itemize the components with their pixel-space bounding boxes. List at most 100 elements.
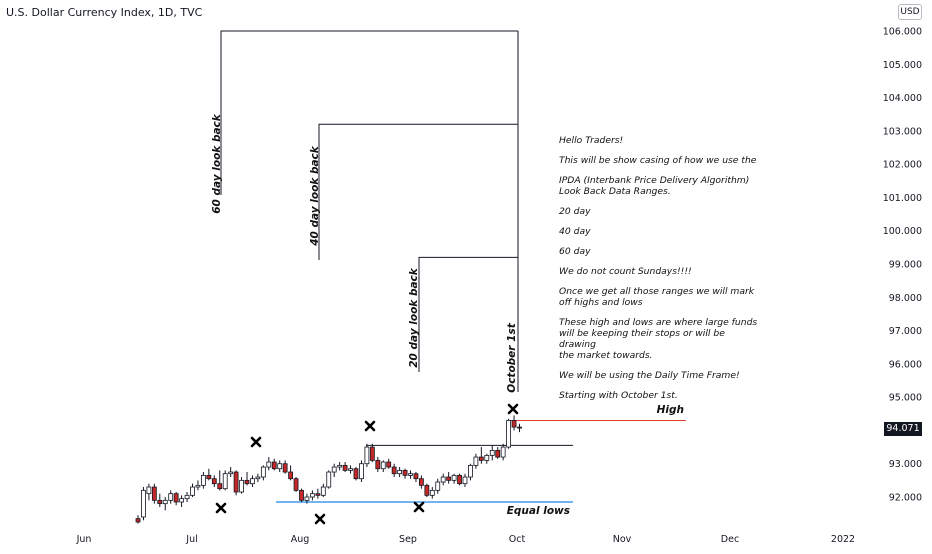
lookback-20-bracket xyxy=(418,256,518,372)
candle xyxy=(222,470,228,491)
time-tick-label: Aug xyxy=(291,534,310,545)
candle xyxy=(162,497,168,511)
time-tick-label: Jul xyxy=(185,534,197,545)
candle xyxy=(511,415,517,431)
current-price-tag: 94.071 xyxy=(884,422,922,436)
lookback-40-bracket xyxy=(318,123,518,260)
candle xyxy=(500,443,506,461)
candle xyxy=(200,472,206,489)
note-line: This will be show casing of how we use t… xyxy=(559,155,757,166)
note-line: IPDA (Interbank Price Delivery Algorithm… xyxy=(559,175,750,197)
candle xyxy=(337,462,343,471)
candle xyxy=(179,495,185,507)
candle xyxy=(391,463,397,478)
time-tick-label: Oct xyxy=(509,534,526,545)
price-tick-label: 101.000 xyxy=(883,193,922,204)
lookback-40-label: 40 day look back xyxy=(309,145,321,247)
price-tick-label: 96.000 xyxy=(889,359,922,370)
candle xyxy=(293,477,299,493)
note-line: These high and lows are where large fund… xyxy=(559,317,758,361)
candle xyxy=(195,480,201,491)
candle xyxy=(282,460,288,474)
explanation-note: Hello Traders! This will be show casing … xyxy=(559,135,759,410)
candles xyxy=(135,415,522,524)
price-tick-label: 93.000 xyxy=(889,459,922,470)
note-line: 20 day xyxy=(559,206,591,217)
price-tick-label: 105.000 xyxy=(883,60,922,71)
swing-markers xyxy=(215,403,519,525)
candle xyxy=(315,488,321,499)
candle xyxy=(146,483,152,501)
lookback-20-label: 20 day look back xyxy=(408,267,420,368)
price-tick-label: 98.000 xyxy=(889,293,922,304)
candle xyxy=(206,468,212,481)
level-lines xyxy=(276,419,686,503)
candle xyxy=(424,483,430,497)
time-axis: Jun Jul Aug Sep Oct Nov Dec 2022 xyxy=(76,534,856,545)
candle xyxy=(184,492,190,502)
swing-marker-x-icon xyxy=(215,502,227,514)
candle xyxy=(380,460,386,473)
time-tick-label: Sep xyxy=(399,534,417,545)
candle xyxy=(135,515,141,524)
candle xyxy=(326,470,332,489)
candle xyxy=(342,462,348,473)
candle xyxy=(375,457,381,473)
price-tick-label: 95.000 xyxy=(889,393,922,404)
candle xyxy=(402,468,408,479)
swing-marker-x-icon xyxy=(314,513,326,525)
price-tick-label: 102.000 xyxy=(883,160,922,171)
equal-lows-label: Equal lows xyxy=(507,505,570,517)
candle xyxy=(250,475,255,488)
swing-marker-x-icon xyxy=(507,403,519,415)
candle xyxy=(239,477,244,494)
note-line: We will be using the Daily Time Frame! xyxy=(559,370,740,381)
candle xyxy=(484,453,490,464)
candle xyxy=(255,473,261,483)
candle xyxy=(260,465,266,481)
price-tick-label: 104.000 xyxy=(883,93,922,104)
candle xyxy=(157,493,163,507)
candle xyxy=(277,460,283,473)
price-tick-label: 106.000 xyxy=(883,27,922,38)
note-line: 40 day xyxy=(559,226,591,237)
candle xyxy=(288,465,294,481)
candle xyxy=(473,453,479,469)
candle xyxy=(331,463,337,478)
candle xyxy=(451,473,457,484)
candle xyxy=(151,483,157,504)
note-line: Starting with October 1st. xyxy=(559,390,678,401)
candle xyxy=(168,490,174,504)
currency-button[interactable]: USD xyxy=(898,4,922,20)
candle xyxy=(299,488,304,502)
price-tick-label: 103.000 xyxy=(883,126,922,137)
candle xyxy=(457,473,462,486)
candle xyxy=(489,445,495,461)
candle xyxy=(353,467,359,481)
candle xyxy=(320,483,326,497)
candle xyxy=(348,465,353,474)
candle xyxy=(211,475,217,488)
october-1st-label: October 1st xyxy=(506,322,518,392)
candle xyxy=(233,470,239,496)
annotation-labels: 60 day look back 40 day look back 20 day… xyxy=(211,113,684,517)
lookback-brackets xyxy=(220,30,519,392)
candle xyxy=(478,447,484,464)
candle xyxy=(244,472,250,486)
time-tick-label: Dec xyxy=(721,534,739,545)
note-line: 60 day xyxy=(559,246,591,257)
candle xyxy=(413,472,419,483)
candle xyxy=(217,470,223,491)
candle xyxy=(266,457,272,471)
candle xyxy=(468,463,473,481)
high-label: High xyxy=(657,404,684,416)
candle xyxy=(495,447,501,459)
note-line: We do not count Sundays!!!! xyxy=(559,266,692,277)
price-tick-label: 99.000 xyxy=(889,260,922,271)
candle xyxy=(190,483,195,497)
swing-marker-x-icon xyxy=(413,501,425,513)
candle xyxy=(386,458,392,469)
candle xyxy=(435,478,441,494)
